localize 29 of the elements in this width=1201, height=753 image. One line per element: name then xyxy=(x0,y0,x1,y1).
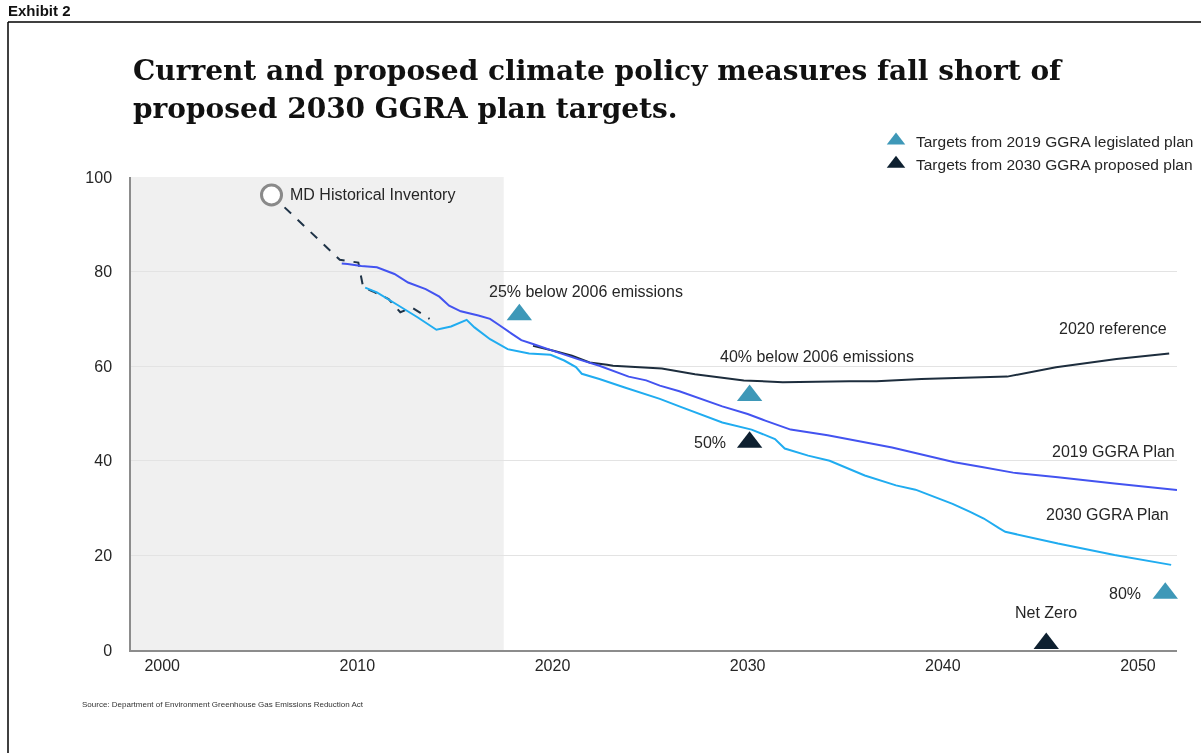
y-tick-label: 100 xyxy=(85,168,113,186)
annotation: Net Zero xyxy=(1015,604,1078,621)
chart-title: Current and proposed climate policy measures fall short of proposed 2030 GGRA plan targets. xyxy=(133,54,1064,125)
legend-label: Targets from 2030 GGRA proposed plan xyxy=(916,155,1193,173)
annotation: 50% xyxy=(694,434,727,451)
series-label: MD Historical Inventory xyxy=(290,186,456,203)
line-series xyxy=(364,286,1173,566)
x-tick-label: 2050 xyxy=(1120,656,1156,674)
x-tick-label: 2000 xyxy=(144,656,181,674)
x-tick-label: 2010 xyxy=(339,656,376,674)
legend-label: Targets from 2019 GGRA legislated plan xyxy=(916,132,1194,150)
line-series xyxy=(340,262,1177,492)
line-series xyxy=(532,344,1171,384)
y-tick-label: 60 xyxy=(94,357,113,375)
series-label: 2030 GGRA Plan xyxy=(1046,506,1169,523)
y-tick-label: 80 xyxy=(94,263,113,281)
series-label: 2019 GGRA Plan xyxy=(1052,443,1175,460)
annotation: 80% xyxy=(1109,585,1142,602)
x-tick-label: 2040 xyxy=(925,656,961,674)
text: Exhibit 2 xyxy=(8,2,71,19)
y-tick-label: 20 xyxy=(94,547,113,564)
y-tick-label: 0 xyxy=(103,641,113,659)
y-tick-label: 40 xyxy=(94,452,113,470)
annotation: 25% below 2006 emissions xyxy=(489,283,683,300)
annotation: 40% below 2006 emissions xyxy=(720,348,914,365)
x-tick-label: 2020 xyxy=(534,656,571,674)
source-note: Source: Department of Environment Greenhouse Gas Emissions Reduction Act xyxy=(82,700,364,709)
series-label: 2020 reference xyxy=(1059,320,1167,337)
x-tick-label: 2030 xyxy=(729,656,766,674)
